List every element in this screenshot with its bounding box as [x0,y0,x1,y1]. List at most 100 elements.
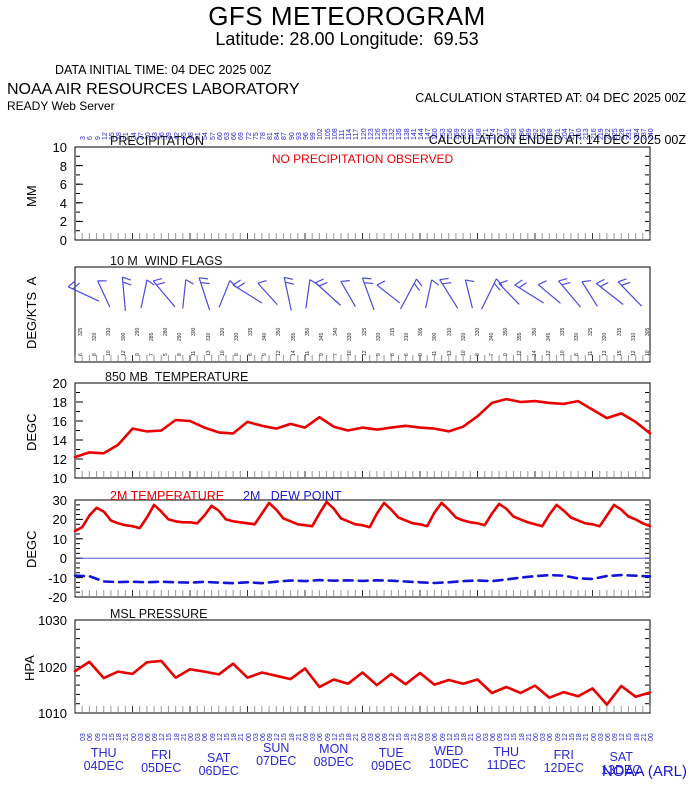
wind-direction-value: 350 [276,327,283,336]
wind-barb-feather [318,281,328,287]
wind-direction-value: 355 [290,332,297,341]
hour-of-day-label: 15 [626,733,634,741]
day-of-week: THU [493,745,520,759]
day-date: 10DEC [428,757,469,771]
wind-barb-feather [465,279,475,283]
wind-barb-feather [284,276,294,280]
forecast-hour-label: 72 [245,132,253,140]
panel-border [74,499,651,598]
wind-direction-value: 325 [361,327,368,336]
hour-of-day-label: 00 [303,733,310,741]
day-of-week: SAT [207,751,231,765]
wind-speed-value: 8 [92,353,99,356]
wind-direction-value: 305 [418,327,425,336]
y-tick-label: 10 [52,531,67,547]
hour-of-day-label: 09 [612,733,620,741]
calc-ended: CALCULATION ENDED AT: 14 DEC 2025 00Z [428,133,686,147]
wind-barb-feather [257,279,267,284]
day-label: WED 10DEC [413,745,485,771]
wind-direction-value: 290 [134,327,141,336]
hour-of-day-label: 12 [561,733,569,741]
day-label: TUE 09DEC [355,747,427,773]
hour-of-day-label: 00 [245,733,253,741]
wind-speed-value: 13 [446,350,453,356]
hour-of-day-label: 06 [547,733,555,741]
day-date: 05DEC [141,761,182,775]
hour-of-day-label: 00 [475,733,483,741]
wind-barb-shaft [617,281,643,307]
wind-direction-value: 280 [163,327,170,336]
y-tick-label: -10 [48,570,67,586]
y-tick-label: 16 [52,414,67,429]
y-unit-deg-kts: DEG/KTS A [24,276,39,349]
y-tick-label: 12 [52,452,67,467]
day-label: FRI 12DEC [528,749,600,775]
wind-speed-value: 11 [191,350,198,356]
wind-direction-value: 330 [574,332,581,341]
forecast-hour-label: 105 [324,128,332,140]
wind-barb-shaft [425,279,433,309]
wind-barb-shaft [140,279,148,309]
y-tick-label: 20 [52,512,67,528]
forecast-hour-label: 96 [303,132,310,140]
wind-speed-value: 10 [645,350,651,356]
hour-of-day-label: 03 [482,733,490,741]
wind-direction-value: 340 [333,327,340,336]
forecast-hour-label: 12 [101,132,109,140]
hour-of-day-label: 21 [295,733,303,741]
hour-of-day-label: 00 [188,733,195,741]
forecast-hour-label: 234 [633,128,641,140]
wind-speed-value: 6 [248,353,255,356]
forecast-hour-label: 186 [518,128,526,140]
hour-of-day-label: 21 [353,733,361,741]
forecast-hour-label: 222 [604,128,612,140]
forecast-hour-label: 21 [123,132,131,140]
wind-direction-value: 300 [191,327,198,336]
forecast-hour-label: 27 [137,132,145,140]
wind-direction-value: 310 [205,332,212,341]
panel-border [74,619,651,714]
wind-speed-value: 5 [163,353,170,356]
hour-of-day-label: 06 [317,733,325,741]
panel-title-msl-pressure: MSL PRESSURE [110,607,208,621]
wind-barb-shaft [558,280,581,308]
forecast-hour-label: 216 [590,128,598,140]
wind-barb-shaft [182,279,187,309]
wind-direction-value: 310 [404,332,411,341]
organization-name: NOAA AIR RESOURCES LABORATORY [7,81,300,98]
y-tick-label: 20 [52,376,67,391]
hour-of-day-label: 06 [432,733,440,741]
forecast-hour-label: 75 [252,132,260,140]
wind-speed-value: 10 [460,350,467,356]
wind-barb-shaft [464,279,473,309]
day-label: THU 04DEC [68,747,140,773]
hour-of-day-label: 09 [94,733,102,741]
day-label: SAT 13DEC [585,751,657,777]
hour-of-day-label: 09 [439,733,447,741]
panel-border [74,382,651,479]
wind-speed-value: 10 [559,350,566,356]
wind-direction-value: 300 [432,332,439,341]
wind-direction-value: 315 [389,327,396,336]
forecast-hour-label: 207 [568,128,576,140]
wind-direction-value: 355 [517,332,524,341]
wind-barb-shaft [67,286,100,302]
wind-speed-value: 9 [262,353,269,356]
wind-speed-value: 6 [404,353,411,356]
forecast-hour-label: 126 [374,128,382,140]
forecast-hour-label: 141 [410,128,418,140]
wind-direction-value: 325 [588,327,595,336]
wind-barb-shaft [481,278,497,310]
page-title: GFS METEOROGRAM [208,1,486,31]
wind-barb-shaft [232,284,263,304]
wind-barb-shaft [361,277,375,311]
wind-direction-value: 350 [304,327,311,336]
wind-barb-feather [514,279,523,286]
wind-direction-value: 340 [489,332,496,341]
hour-of-day-label: 03 [597,733,605,741]
forecast-hour-label: 45 [180,132,188,140]
calc-started: CALCULATION STARTED AT: 04 DEC 2025 00Z [415,91,686,105]
hour-of-day-label: 18 [633,733,641,741]
forecast-hour-label: 39 [166,132,174,140]
wind-direction-value: 285 [148,332,155,341]
